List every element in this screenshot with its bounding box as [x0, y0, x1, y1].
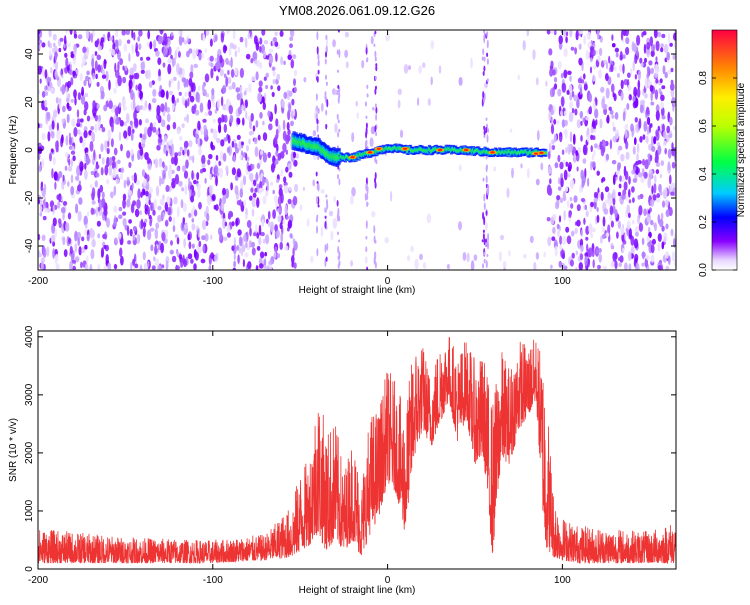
x-tick-label: 0 [385, 575, 391, 586]
snr-y-axis-label: SNR (10 * v/v) [8, 418, 19, 482]
x-tick-label: -100 [203, 575, 223, 586]
colorbar-label: Normalized spectral amplitude [736, 82, 747, 217]
y-tick-label: 2000 [24, 441, 35, 464]
y-tick-label: -40 [24, 238, 35, 253]
snr-x-ticks: -200 -100 0 100 [28, 331, 571, 586]
y-tick-label: 0 [24, 147, 35, 153]
y-tick-label: 3000 [24, 383, 35, 406]
colorbar-tick-label: 0.8 [698, 71, 709, 85]
snr-series-line [38, 337, 676, 565]
snr-panel: -200 -100 0 100 0 1000 2000 3000 4000 Height of… [8, 325, 677, 596]
x-tick-label: -200 [28, 276, 48, 287]
x-tick-label: -100 [203, 276, 223, 287]
snr-y-ticks: 0 1000 2000 3000 4000 [24, 325, 676, 572]
snr-x-axis-label: Height of straight line (km) [299, 585, 416, 596]
colorbar: 0.0 0.2 0.4 0.6 0.8 Normalized spectral ampl… [698, 29, 747, 277]
x-tick-label: 0 [385, 276, 391, 287]
spectrogram-x-ticks: -200 -100 0 100 [28, 30, 571, 287]
colorbar-tick-label: 0.0 [698, 263, 709, 277]
y-tick-label: 1000 [24, 499, 35, 522]
y-tick-label: 20 [24, 96, 35, 108]
x-tick-label: -200 [28, 575, 48, 586]
colorbar-tick-label: 0.4 [698, 167, 709, 181]
colorbar-tick-label: 0.2 [698, 215, 709, 229]
y-tick-label: 0 [24, 566, 35, 572]
y-tick-label: -20 [24, 190, 35, 205]
y-tick-label: 4000 [24, 325, 35, 348]
x-tick-label: 100 [554, 575, 571, 586]
y-tick-label: 40 [24, 48, 35, 60]
figure-title: YM08.2026.061.09.12.G26 [279, 3, 435, 18]
snr-frame [37, 330, 677, 570]
x-tick-label: 100 [554, 276, 571, 287]
spectrogram-x-axis-label: Height of straight line (km) [299, 285, 416, 296]
spectrogram-heatmap [38, 30, 676, 270]
colorbar-gradient [711, 29, 738, 271]
spectrogram-y-axis-label: Frequency (Hz) [8, 116, 19, 185]
colorbar-tick-label: 0.6 [698, 119, 709, 133]
colorbar-ticks: 0.0 0.2 0.4 0.6 0.8 [698, 71, 737, 277]
spectrogram-y-ticks: -40 -20 0 20 40 [24, 48, 676, 253]
